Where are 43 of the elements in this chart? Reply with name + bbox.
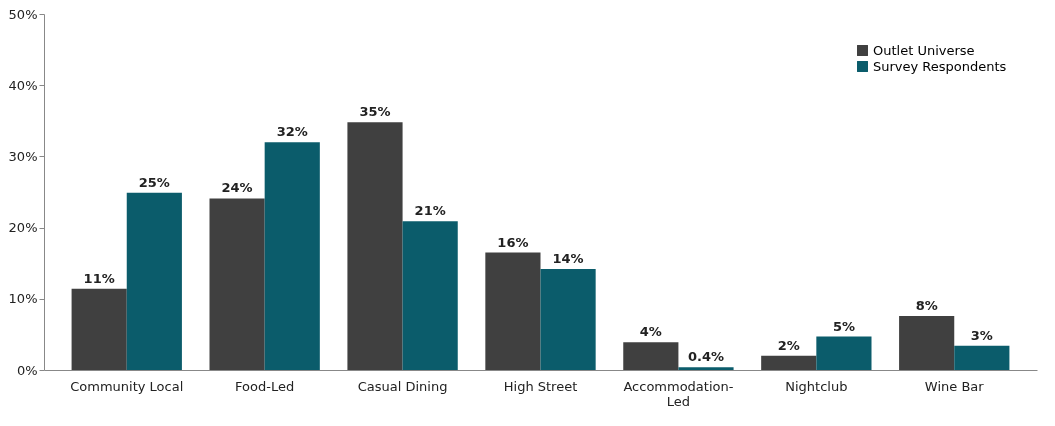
bar — [623, 342, 679, 370]
bar — [540, 268, 596, 370]
x-tick-label: Wine Bar — [924, 378, 985, 394]
bar — [899, 315, 955, 370]
data-label: 32% — [276, 124, 308, 140]
y-tick-label: 40% — [8, 77, 38, 93]
data-label: 2% — [777, 337, 800, 353]
data-label: 16% — [497, 234, 529, 250]
y-tick-label: 10% — [8, 291, 38, 307]
data-label: 14% — [552, 250, 584, 266]
data-label: 0.4% — [687, 349, 725, 365]
legend-label: Survey Respondents — [873, 58, 1007, 74]
x-tick-label: Food-Led — [235, 378, 295, 394]
bar — [402, 221, 458, 370]
data-label: 35% — [359, 104, 391, 120]
bar — [816, 336, 872, 370]
bar — [761, 355, 817, 370]
x-tick-label: High Street — [503, 378, 578, 394]
data-label: 11% — [83, 270, 115, 286]
data-label: 24% — [221, 180, 253, 196]
data-label: 4% — [639, 324, 662, 340]
data-label: 21% — [414, 203, 446, 219]
x-tick-label: Casual Dining — [357, 378, 448, 394]
bar — [209, 198, 265, 370]
y-tick-label: 0% — [16, 362, 38, 378]
y-tick-label: 20% — [8, 220, 38, 236]
y-tick-label: 50% — [8, 6, 38, 22]
data-label: 3% — [970, 327, 993, 343]
data-label: 5% — [832, 318, 855, 334]
bar — [485, 252, 541, 370]
bar — [954, 345, 1010, 370]
x-tick-label: Accommodation-Led — [623, 378, 734, 409]
bar — [71, 288, 127, 370]
legend-label: Outlet Universe — [873, 42, 975, 58]
bar — [126, 192, 182, 370]
data-label: 25% — [138, 174, 170, 190]
data-label: 8% — [915, 297, 938, 313]
bar — [264, 142, 320, 370]
x-tick-label: Community Local — [70, 378, 184, 394]
bar — [678, 367, 734, 370]
x-tick-label: Nightclub — [785, 378, 848, 394]
bar — [347, 122, 403, 370]
y-tick-label: 30% — [8, 148, 38, 164]
